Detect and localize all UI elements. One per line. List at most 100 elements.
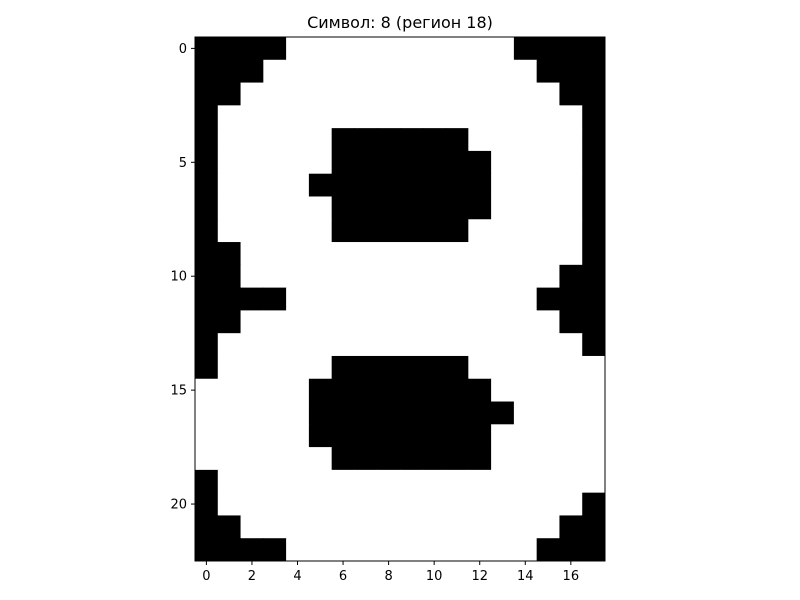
plot-area (195, 37, 606, 562)
heatmap-cell (195, 355, 219, 380)
heatmap-cell (445, 242, 469, 266)
heatmap-cell (217, 333, 242, 357)
heatmap-cell (263, 401, 287, 425)
heatmap-cell (217, 173, 242, 197)
heatmap-cell (582, 173, 606, 197)
heatmap-cell (536, 447, 560, 471)
heatmap-cell (582, 150, 606, 175)
heatmap-cell (400, 219, 424, 243)
heatmap-cell (513, 173, 538, 197)
heatmap-cell (445, 287, 469, 311)
heatmap-cell (354, 378, 378, 403)
heatmap-cell (286, 128, 310, 152)
heatmap-cell (422, 287, 447, 311)
heatmap-cell (308, 59, 333, 84)
heatmap-cell (468, 242, 492, 266)
heatmap-cell (263, 469, 287, 494)
heatmap-cell (308, 173, 333, 197)
heatmap-cell (582, 310, 606, 334)
heatmap-cell (536, 469, 560, 494)
heatmap-cell (491, 355, 515, 380)
heatmap-cell (354, 150, 378, 175)
heatmap-cell (559, 287, 583, 311)
heatmap-cell (286, 59, 310, 84)
heatmap-cell (582, 128, 606, 152)
x-tick-label: 8 (384, 569, 392, 584)
heatmap-cell (445, 424, 469, 448)
heatmap-cell (445, 447, 469, 471)
heatmap-cell (491, 242, 515, 266)
heatmap-cell (217, 469, 242, 494)
heatmap-cell (354, 82, 378, 106)
heatmap-cell (536, 264, 560, 289)
heatmap-cell (513, 424, 538, 448)
heatmap-cell (559, 355, 583, 380)
heatmap-cell (536, 355, 560, 380)
heatmap-cell (559, 196, 583, 220)
heatmap-cell (377, 173, 401, 197)
heatmap-cell (582, 219, 606, 243)
heatmap-cell (331, 378, 355, 403)
heatmap-cell (582, 355, 606, 380)
y-tick-label: 20 (170, 498, 187, 513)
heatmap-cell (195, 196, 219, 220)
heatmap-cell (400, 82, 424, 106)
heatmap-cell (217, 378, 242, 403)
heatmap-cell (240, 538, 264, 562)
heatmap-cell (513, 333, 538, 357)
heatmap-cell (217, 264, 242, 289)
heatmap-cell (354, 105, 378, 129)
heatmap-cell (422, 242, 447, 266)
heatmap-cell (377, 82, 401, 106)
heatmap-cell (331, 173, 355, 197)
heatmap-cell (468, 264, 492, 289)
heatmap-cell (536, 401, 560, 425)
heatmap-cell (513, 242, 538, 266)
heatmap-cell (354, 196, 378, 220)
heatmap-cell (513, 447, 538, 471)
heatmap-cell (286, 287, 310, 311)
heatmap-cell (331, 264, 355, 289)
heatmap-cell (217, 447, 242, 471)
x-tick-label: 0 (202, 569, 210, 584)
heatmap-cell (445, 355, 469, 380)
heatmap-cell (536, 37, 560, 61)
heatmap-cell (445, 150, 469, 175)
heatmap-cell (377, 447, 401, 471)
heatmap-cell (331, 424, 355, 448)
heatmap-cell (195, 264, 219, 289)
heatmap-cell (217, 310, 242, 334)
heatmap-cell (513, 59, 538, 84)
heatmap-cell (513, 287, 538, 311)
heatmap-cell (354, 310, 378, 334)
heatmap-cell (308, 128, 333, 152)
heatmap-cell (582, 105, 606, 129)
heatmap-cell (377, 105, 401, 129)
heatmap-cell (331, 105, 355, 129)
heatmap-cell (195, 401, 219, 425)
heatmap-cell (400, 401, 424, 425)
heatmap-cell (354, 173, 378, 197)
heatmap-cell (263, 150, 287, 175)
heatmap-cell (491, 150, 515, 175)
heatmap-cell (513, 378, 538, 403)
heatmap-cell (491, 310, 515, 334)
heatmap-cell (263, 242, 287, 266)
heatmap-cell (331, 447, 355, 471)
heatmap-cell (445, 401, 469, 425)
heatmap-cell (422, 37, 447, 61)
heatmap-cell (400, 128, 424, 152)
heatmap-cell (513, 492, 538, 516)
heatmap-cell (513, 37, 538, 61)
heatmap-cell (536, 310, 560, 334)
heatmap-cell (331, 492, 355, 516)
heatmap-cell (513, 128, 538, 152)
heatmap-cell (286, 173, 310, 197)
heatmap-cell (513, 469, 538, 494)
heatmap-cell (559, 242, 583, 266)
y-tick-label: 10 (170, 270, 187, 285)
heatmap-cell (377, 310, 401, 334)
heatmap-cell (400, 264, 424, 289)
heatmap-cell (263, 264, 287, 289)
heatmap-cell (377, 219, 401, 243)
